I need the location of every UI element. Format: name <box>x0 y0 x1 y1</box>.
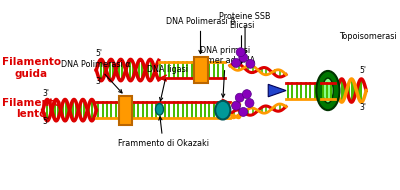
Circle shape <box>235 93 244 102</box>
Circle shape <box>246 59 255 68</box>
Text: Filamento
guida: Filamento guida <box>2 57 61 79</box>
Circle shape <box>239 108 248 116</box>
Text: DNA ligasi: DNA ligasi <box>147 65 188 101</box>
FancyBboxPatch shape <box>194 57 208 83</box>
Text: 3': 3' <box>42 89 49 98</box>
Text: 5': 5' <box>359 66 366 75</box>
Circle shape <box>239 53 248 62</box>
Text: Elicasi: Elicasi <box>229 21 254 63</box>
Text: 3': 3' <box>359 103 366 112</box>
Ellipse shape <box>316 71 340 110</box>
Circle shape <box>232 101 241 110</box>
Circle shape <box>236 48 245 57</box>
Text: Proteine SSB: Proteine SSB <box>219 12 271 54</box>
Text: 5': 5' <box>42 116 49 126</box>
Polygon shape <box>268 84 286 97</box>
Text: DNA Polimerasi α: DNA Polimerasi α <box>62 60 131 93</box>
Ellipse shape <box>322 78 333 103</box>
Text: 3': 3' <box>96 77 102 86</box>
FancyBboxPatch shape <box>118 96 132 125</box>
Circle shape <box>232 59 241 67</box>
Text: DNA Polimerasi δ: DNA Polimerasi δ <box>166 17 235 54</box>
Circle shape <box>242 90 251 99</box>
Ellipse shape <box>215 101 230 120</box>
Circle shape <box>245 99 254 108</box>
Text: Frammento di Okazaki: Frammento di Okazaki <box>118 117 208 148</box>
Text: DNA primasi
primer ad RNA: DNA primasi primer ad RNA <box>196 46 255 97</box>
Text: Filamento
lento: Filamento lento <box>2 97 61 119</box>
Ellipse shape <box>156 104 164 115</box>
Text: Topoisomerasi: Topoisomerasi <box>340 32 397 41</box>
Text: 5': 5' <box>96 49 102 58</box>
